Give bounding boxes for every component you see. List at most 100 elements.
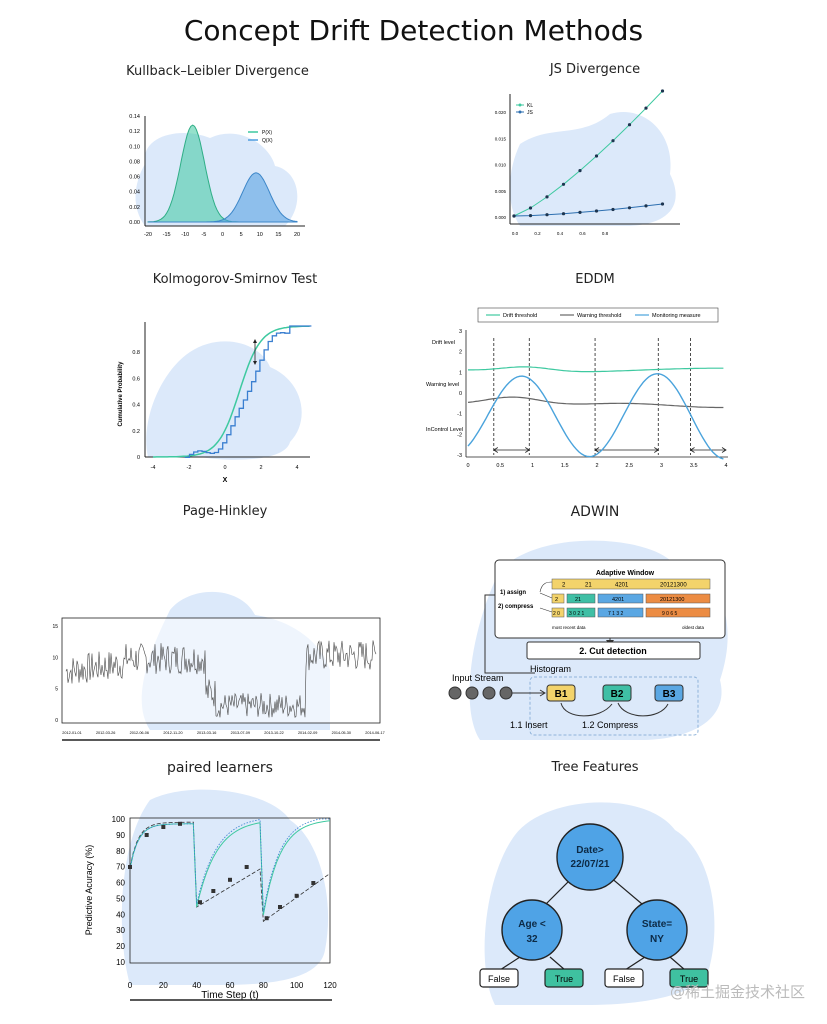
kl-xtick-8: 20 bbox=[294, 232, 300, 238]
stream-dot-4 bbox=[499, 686, 513, 700]
eddm-xtick-4: 2 bbox=[595, 463, 598, 469]
js-legend-kl: KL bbox=[527, 103, 533, 109]
bucket-b3 bbox=[654, 684, 684, 702]
kl-q-curve bbox=[148, 172, 298, 223]
tree-leaf-4-label: True bbox=[680, 974, 698, 984]
tree-right-line2: NY bbox=[650, 934, 664, 945]
paired-marker-10 bbox=[294, 893, 299, 898]
eddm-xtick-6: 3 bbox=[660, 463, 663, 469]
tree-left-node bbox=[501, 899, 563, 961]
js-kl-line bbox=[513, 90, 663, 217]
bucket-b3-label: B3 bbox=[663, 689, 676, 700]
tree-left-line1: Age < bbox=[518, 919, 546, 930]
js-js-point-8 bbox=[644, 204, 648, 208]
adwin-r3-cell-1 bbox=[566, 607, 596, 618]
js-points bbox=[512, 89, 665, 218]
paired-marker-9 bbox=[278, 905, 282, 909]
kl-title: Kullback–Leibler Divergence bbox=[126, 64, 309, 79]
adwin-r2-cell-0 bbox=[551, 593, 565, 604]
tree-root-node bbox=[556, 823, 624, 891]
paired-ylabel: Predictive Acuracy (%) bbox=[84, 845, 94, 936]
paired-xtick-6: 120 bbox=[323, 981, 337, 990]
eddm-ytick-2: 1 bbox=[459, 370, 462, 376]
ks-xtick-1: -2 bbox=[187, 465, 192, 471]
paired-chart: 100 90 80 70 60 50 40 30 20 10 0 20 40 60 80 100 120 Pr… bbox=[84, 789, 337, 1001]
ks-xtick-2: 0 bbox=[223, 465, 226, 471]
adwin-cut-label: 2. Cut detection bbox=[579, 646, 647, 656]
eddm-drift-markers bbox=[493, 338, 727, 455]
paired-marker-2 bbox=[161, 825, 166, 829]
tree-diagram: Date> 22/07/21 Age < 32 State= NY False … bbox=[479, 802, 715, 1005]
paired-xtick-5: 100 bbox=[290, 981, 304, 990]
tree-title: Tree Features bbox=[551, 760, 639, 775]
tree-leaf-2 bbox=[544, 968, 584, 988]
tree-root-line2: 22/07/21 bbox=[571, 859, 610, 870]
js-ytick-3: 0.005 bbox=[495, 189, 507, 194]
paired-ytick-0: 100 bbox=[112, 815, 126, 824]
eddm-side-drift: Drift level bbox=[432, 340, 455, 346]
ph-xtick-4: 2013-03-16 bbox=[197, 731, 216, 735]
kl-xtick-0: -20 bbox=[144, 232, 152, 238]
adwin-r3-cell-2 bbox=[597, 607, 644, 618]
ph-xtick-6: 2013-10-22 bbox=[264, 731, 283, 735]
paired-xtick-0: 0 bbox=[128, 981, 133, 990]
ph-ytick-2: 5 bbox=[55, 687, 58, 693]
ph-xtick-0: 2012-01-01 bbox=[62, 731, 81, 735]
adwin-r2-2: 4201 bbox=[612, 597, 624, 603]
ks-empirical-cdf bbox=[184, 325, 312, 459]
ks-ytick-2: 0.4 bbox=[132, 403, 140, 409]
adwin-r2-cell-2 bbox=[597, 593, 644, 604]
paired-title: paired learners bbox=[167, 760, 273, 776]
js-xtick-3: 0.6 bbox=[579, 231, 586, 236]
watermark: @稀土掘金技术社区 bbox=[669, 983, 805, 1001]
adwin-r3-2: 7 1 3 2 bbox=[608, 611, 624, 617]
kl-xtick-3: -5 bbox=[201, 232, 206, 238]
ph-ytick-1: 10 bbox=[52, 655, 58, 661]
eddm-legend bbox=[477, 307, 719, 323]
paired-xlabel: Time Step (t) bbox=[201, 990, 258, 1001]
eddm-xtick-2: 1 bbox=[531, 463, 534, 469]
kl-ytick-4: 0.06 bbox=[129, 175, 140, 181]
eddm-ytick-6: -3 bbox=[457, 453, 462, 459]
kl-legend-q: Q(X) bbox=[262, 138, 273, 144]
adwin-histogram: Histogram bbox=[530, 664, 571, 674]
js-yticks: 0.020 0.015 0.010 0.005 0.000 bbox=[495, 110, 507, 220]
adwin-r2-3: 20121300 bbox=[660, 597, 684, 603]
adwin-step-compress: 2) compress bbox=[498, 604, 534, 610]
tree-leaf-3 bbox=[604, 968, 644, 988]
paired-xtick-1: 20 bbox=[159, 981, 168, 990]
paired-ytick-3: 70 bbox=[116, 863, 125, 872]
tree-root-line1: Date> bbox=[576, 845, 604, 856]
paired-blob bbox=[121, 789, 329, 985]
kl-xtick-2: -10 bbox=[181, 232, 189, 238]
adwin-input-stream: Input Stream bbox=[452, 673, 504, 683]
ks-ytick-1: 0.6 bbox=[132, 376, 140, 382]
eddm-yticks: 3 2 1 0 -1 -2 -3 bbox=[457, 329, 462, 459]
adwin-row-1 bbox=[551, 578, 711, 590]
kl-ytick-5: 0.04 bbox=[129, 190, 140, 196]
eddm-ytick-1: 2 bbox=[459, 350, 462, 356]
js-js-point-1 bbox=[528, 214, 533, 218]
paired-ytick-2: 80 bbox=[116, 847, 125, 856]
ks-blob bbox=[146, 341, 302, 460]
kl-ytick-0: 0.14 bbox=[129, 114, 140, 120]
tree-leaf-4 bbox=[669, 968, 709, 988]
adwin-r3-0: 2 0 bbox=[553, 611, 560, 617]
eddm-xtick-5: 2.5 bbox=[625, 463, 633, 469]
eddm-ytick-0: 3 bbox=[459, 329, 462, 335]
js-ytick-2: 0.010 bbox=[495, 163, 507, 168]
adwin-r1-0: 2 bbox=[562, 583, 566, 589]
js-js-point-9 bbox=[660, 202, 665, 206]
ph-yticks: 15 10 5 0 bbox=[52, 624, 58, 724]
eddm-xtick-3: 1.5 bbox=[561, 463, 569, 469]
eddm-warning-threshold bbox=[467, 396, 724, 409]
eddm-legend-monitor: Monitoring measure bbox=[652, 313, 701, 319]
ks-smooth-cdf bbox=[153, 325, 310, 458]
ph-title: Page-Hinkley bbox=[182, 504, 268, 519]
ks-xtick-3: 2 bbox=[259, 465, 262, 471]
bucket-b2 bbox=[602, 684, 632, 702]
ks-ytick-3: 0.2 bbox=[132, 429, 140, 435]
bucket-b2-label: B2 bbox=[611, 689, 624, 700]
js-legend-js: JS bbox=[527, 110, 534, 116]
